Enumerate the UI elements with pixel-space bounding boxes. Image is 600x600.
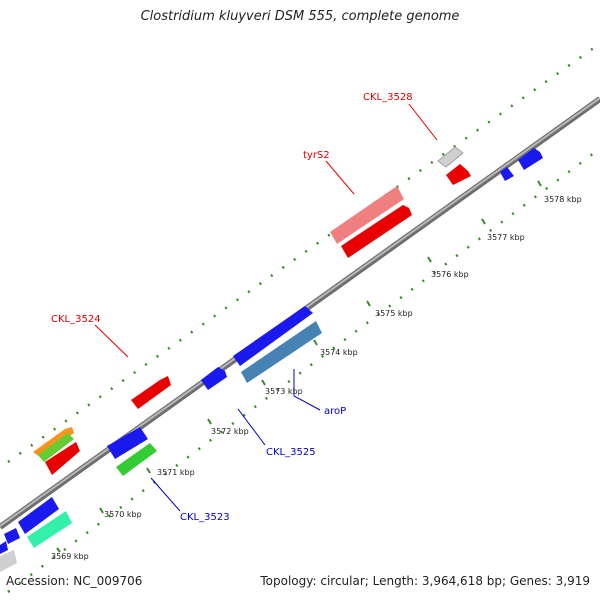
gene-arop-steel[interactable] (241, 321, 322, 383)
kbp-label: 3572 kbp (211, 427, 249, 436)
map-title: Clostridium kluyveri DSM 555, complete g… (140, 9, 460, 24)
gene-tyrs2[interactable] (341, 205, 412, 258)
gene-lightgreen-arrow[interactable] (38, 433, 74, 462)
gene-label-ckl3523[interactable]: CKL_3523 (180, 512, 230, 523)
gene-arop-blue[interactable] (233, 306, 313, 366)
gene-tyrs2-light[interactable] (330, 186, 404, 244)
kbp-label-group: 3569 kbp 3570 kbp 3571 kbp 3572 kbp 3573… (51, 195, 582, 561)
gene-ckl3523-green[interactable] (116, 443, 157, 476)
inner-scale-track (7, 148, 599, 594)
kbp-label: 3578 kbp (544, 195, 582, 204)
gene-cyan-bottom-left[interactable] (27, 511, 72, 548)
gene-small-blue-right-a[interactable] (500, 167, 514, 181)
gene-forward-arrow-small[interactable] (446, 164, 471, 185)
kbp-label: 3576 kbp (431, 270, 469, 279)
kbp-label: 3569 kbp (51, 552, 89, 561)
gene-label-ckl3524[interactable]: CKL_3524 (51, 314, 101, 325)
gene-small-blue-left[interactable] (201, 367, 227, 390)
gene-blue-bottom-left[interactable] (18, 497, 59, 534)
kbp-label: 3570 kbp (104, 510, 142, 519)
kbp-label: 3571 kbp (157, 468, 195, 477)
kbp-label: 3573 kbp (265, 387, 303, 396)
gene-grey-tiny-left[interactable] (0, 550, 17, 572)
kbp-label: 3577 kbp (487, 233, 525, 242)
gene-blue-right-arrow[interactable] (518, 148, 543, 170)
gene-label-tyrs2[interactable]: tyrS2 (303, 150, 330, 161)
reverse-genes (0, 148, 543, 572)
gene-label-ckl3525[interactable]: CKL_3525 (266, 447, 316, 458)
forward-leaders (94, 103, 438, 358)
gene-ckl3523-blue[interactable] (107, 427, 148, 459)
gene-label-arop[interactable]: aroP (324, 406, 346, 417)
gene-orange-arrow[interactable] (33, 427, 74, 457)
outer-scale-track (7, 43, 599, 464)
gene-ckl3524-arrow[interactable] (131, 376, 171, 409)
kbp-label: 3574 kbp (320, 348, 358, 357)
gene-blue-tiny-left[interactable] (4, 528, 20, 544)
gene-blue-edge-left[interactable] (0, 541, 8, 554)
topology-stats-text: Topology: circular; Length: 3,964,618 bp… (260, 574, 590, 588)
reverse-leaders (150, 369, 321, 512)
kbp-label: 3575 kbp (375, 309, 413, 318)
gene-label-ckl3528[interactable]: CKL_3528 (363, 92, 413, 103)
gene-red-arrow-left[interactable] (45, 442, 80, 475)
gene-ckl3528-arrow[interactable] (437, 146, 464, 168)
accession-text: Accession: NC_009706 (6, 574, 143, 588)
major-ticks (56, 180, 542, 553)
forward-genes (33, 146, 471, 475)
